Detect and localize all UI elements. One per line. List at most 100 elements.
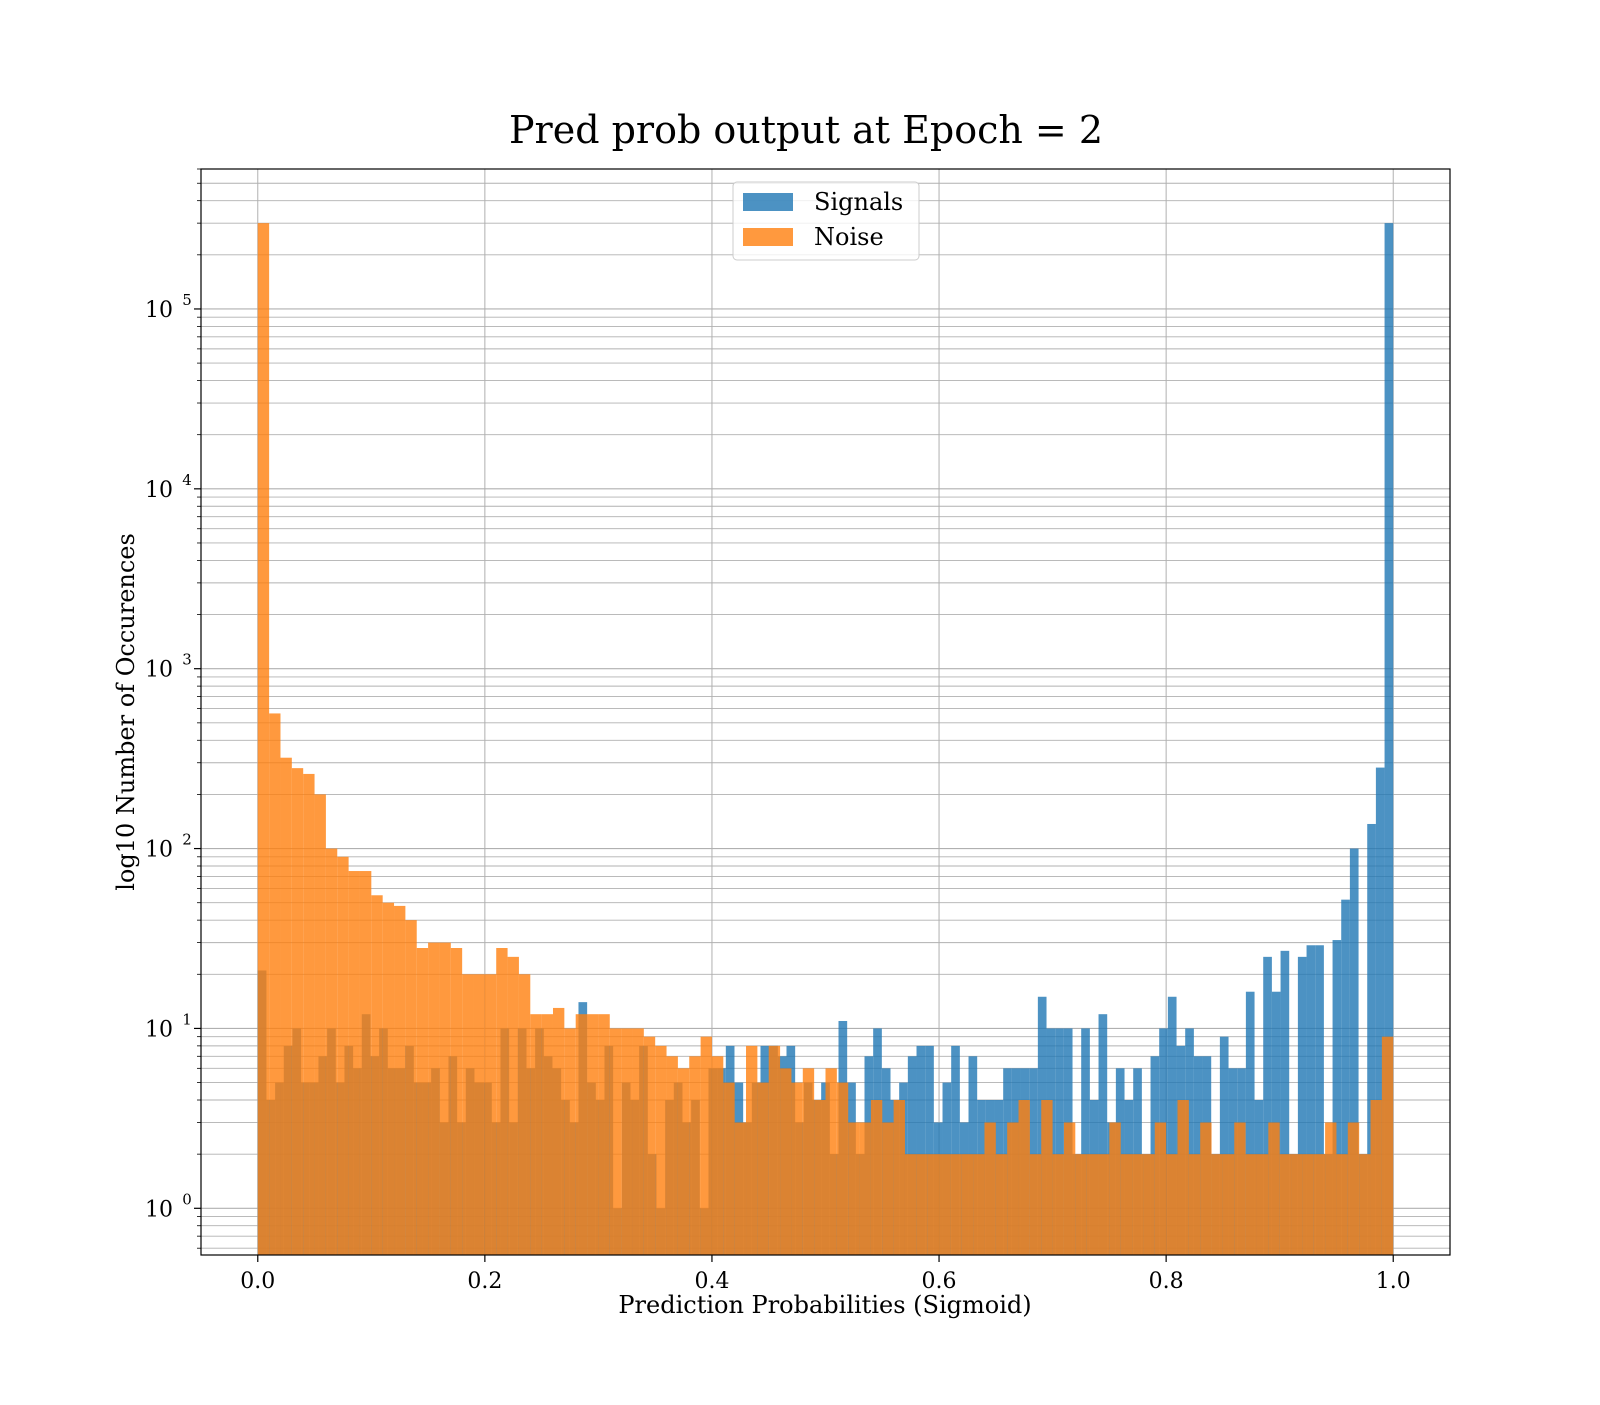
y-tick-label-exponent: 2 xyxy=(182,831,192,849)
bar-noise xyxy=(1370,1100,1382,1255)
bar-noise xyxy=(484,974,497,1255)
y-tick-label-exponent: 3 xyxy=(182,651,192,669)
bar-noise xyxy=(269,713,281,1255)
bar-noise xyxy=(950,1154,962,1255)
bar-signals xyxy=(1306,945,1316,1255)
bar-signals xyxy=(1280,950,1290,1255)
bar-noise xyxy=(1222,1154,1235,1255)
bar-noise xyxy=(462,974,474,1255)
y-tick-label: 10 xyxy=(145,1017,173,1042)
x-tick-label: 0.0 xyxy=(240,1269,275,1294)
bar-noise xyxy=(1132,1154,1144,1255)
bar-signals xyxy=(951,1045,960,1255)
bar-noise xyxy=(734,1122,747,1255)
bar-noise xyxy=(1211,1154,1223,1255)
bar-noise xyxy=(1086,1154,1099,1255)
y-tick-label: 10 xyxy=(145,478,173,503)
y-tick-label-exponent: 5 xyxy=(182,291,192,309)
bar-noise xyxy=(1120,1154,1133,1255)
bar-noise xyxy=(677,1068,690,1255)
bar-noise xyxy=(757,1082,769,1255)
bar-noise xyxy=(723,1082,735,1255)
bar-noise xyxy=(904,1154,917,1255)
x-tick-label: 1.0 xyxy=(1376,1269,1411,1294)
plot-frame xyxy=(200,168,1451,1256)
bar-noise xyxy=(348,871,360,1255)
bar-noise xyxy=(496,948,508,1255)
bar-noise xyxy=(428,942,440,1255)
bar-signals xyxy=(1219,1036,1229,1255)
bar-noise xyxy=(439,942,451,1255)
x-axis: 0.0 0.2 0.4 0.6 0.8 1.0 xyxy=(240,1255,1411,1294)
bar-noise xyxy=(973,1154,985,1255)
chart-title: Pred prob output at Epoch = 2 xyxy=(509,108,1103,152)
bar-signals xyxy=(1167,996,1177,1255)
bar-signals xyxy=(1341,899,1350,1255)
bar-noise xyxy=(598,1014,610,1255)
bar-noise xyxy=(1200,1122,1212,1255)
bar-noise xyxy=(1279,1154,1292,1255)
bar-noise xyxy=(961,1154,974,1255)
bar-noise xyxy=(1063,1122,1076,1255)
y-tick-label-exponent: 0 xyxy=(182,1190,192,1208)
legend-swatch-noise xyxy=(743,228,793,246)
bar-noise xyxy=(1018,1100,1030,1255)
bar-noise xyxy=(1359,1154,1371,1255)
bar-noise xyxy=(621,1028,633,1255)
bar-noise xyxy=(564,1028,576,1255)
legend-label-noise: Noise xyxy=(814,223,884,251)
bar-signals xyxy=(925,1045,934,1255)
legend-label-signals: Signals xyxy=(814,188,903,216)
y-tick-label: 10 xyxy=(145,1197,173,1222)
bar-noise xyxy=(746,1045,758,1255)
y-tick-label-exponent: 1 xyxy=(182,1010,192,1028)
x-tick-label: 0.8 xyxy=(1149,1269,1184,1294)
bar-noise xyxy=(371,895,383,1255)
bar-signals xyxy=(1384,223,1394,1256)
bar-noise xyxy=(791,1082,803,1255)
bar-noise xyxy=(609,1028,622,1255)
bar-noise xyxy=(280,757,292,1255)
bar-signals xyxy=(1349,848,1359,1255)
bar-noise xyxy=(984,1122,996,1255)
bar-noise xyxy=(768,1045,781,1255)
bar-noise xyxy=(337,856,349,1255)
bar-noise xyxy=(802,1068,815,1255)
bar-noise xyxy=(518,974,531,1255)
bar-noise xyxy=(893,1100,905,1255)
bar-noise xyxy=(1188,1154,1201,1255)
bar-noise xyxy=(711,1056,724,1255)
bar-signals xyxy=(1055,1028,1064,1255)
bar-noise xyxy=(814,1100,826,1255)
bar-noise xyxy=(1052,1154,1064,1255)
y-tick-label: 10 xyxy=(145,658,173,683)
bar-noise xyxy=(530,1014,542,1255)
bar-noise xyxy=(257,223,270,1256)
bar-noise xyxy=(1313,1154,1326,1255)
x-tick-label: 0.6 xyxy=(922,1269,957,1294)
bar-noise xyxy=(587,1014,599,1255)
bar-signals xyxy=(1098,1014,1108,1255)
bar-noise xyxy=(325,848,338,1255)
bar-noise xyxy=(1381,1036,1394,1255)
bar-noise xyxy=(882,1122,894,1255)
bar-noise xyxy=(552,1007,565,1255)
x-tick-label: 0.2 xyxy=(467,1269,502,1294)
bar-noise xyxy=(1177,1100,1189,1255)
bar-noise xyxy=(314,794,326,1255)
bar-noise xyxy=(825,1068,837,1255)
bar-noise xyxy=(870,1100,883,1255)
bar-noise xyxy=(405,920,417,1255)
bar-noise xyxy=(473,974,485,1255)
bar-signals xyxy=(1297,956,1307,1255)
x-axis-label: Prediction Probabilities (Sigmoid) xyxy=(618,1291,1031,1319)
bar-noise xyxy=(507,956,519,1255)
y-tick-label-exponent: 4 xyxy=(182,471,192,489)
legend: Signals Noise xyxy=(732,181,920,261)
bar-signals xyxy=(916,1045,926,1255)
bar-signals xyxy=(1081,1028,1090,1255)
bar-noise xyxy=(780,1068,792,1255)
bar-signals xyxy=(1315,945,1324,1255)
